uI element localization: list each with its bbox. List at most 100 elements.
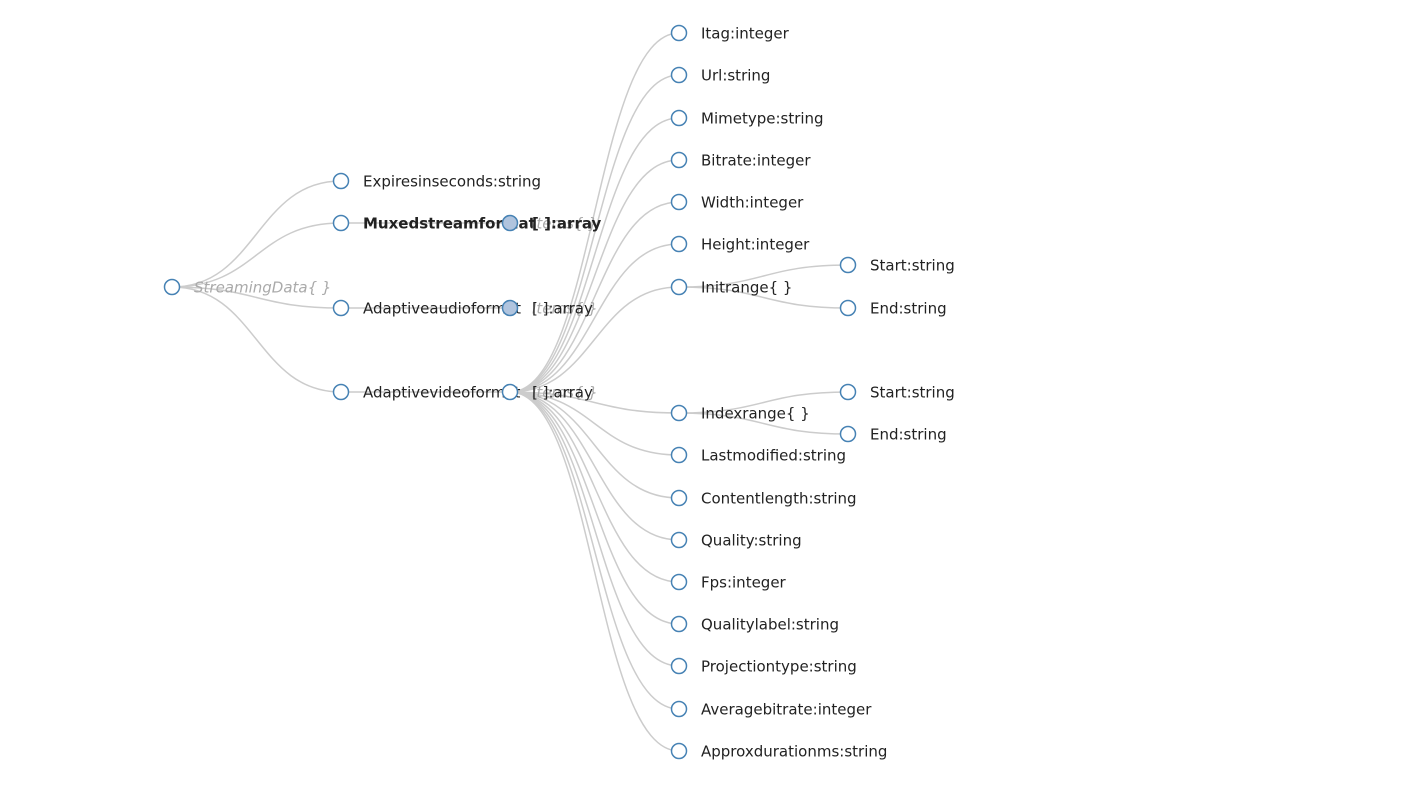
node-label: Width:integer (701, 193, 804, 211)
node-circle[interactable] (670, 235, 688, 253)
link-video_items-to-lastmodified (509, 391, 680, 456)
node-circle[interactable] (670, 193, 688, 211)
link-video_items-to-quality (509, 391, 680, 541)
node-circle[interactable] (839, 256, 857, 274)
node-label: Indexrange{ } (701, 404, 810, 422)
tree-node-init_start[interactable]: Start:string (839, 256, 955, 274)
node-label: Quality:string (701, 531, 802, 549)
node-circle[interactable] (670, 446, 688, 464)
node-label: Adaptiveaudioformat (363, 299, 521, 317)
node-circle[interactable] (163, 278, 181, 296)
tree-node-fps[interactable]: Fps:integer (670, 573, 787, 591)
tree-node-lastmodified[interactable]: Lastmodified:string (670, 446, 847, 464)
node-circle[interactable] (332, 299, 350, 317)
node-label: Initrange{ } (701, 278, 792, 296)
tree-node-audio_items[interactable]: Items{ }[ ]:array (501, 299, 598, 317)
tree-node-init_end[interactable]: End:string (839, 299, 947, 317)
tree-node-quality[interactable]: Quality:string (670, 531, 802, 549)
tree-node-muxed_items[interactable]: Items{ }[ ]:array (501, 214, 602, 232)
tree-node-mimetype[interactable]: Mimetype:string (670, 109, 824, 127)
node-label: Averagebitrate:integer (701, 700, 872, 718)
node-circle[interactable] (670, 615, 688, 633)
node-label: [ ]:array (532, 383, 593, 401)
node-circle[interactable] (670, 573, 688, 591)
tree-node-qualitylabel[interactable]: Qualitylabel:string (670, 615, 840, 633)
node-circle[interactable] (670, 109, 688, 127)
node-circle[interactable] (670, 24, 688, 42)
tree-node-bitrate[interactable]: Bitrate:integer (670, 151, 812, 169)
link-initrange-to-init_start (678, 264, 849, 288)
node-label: End:string (870, 425, 947, 443)
node-label: Start:string (870, 256, 955, 274)
tree-node-index_end[interactable]: End:string (839, 425, 947, 443)
node-ghost-label: Items{ } (532, 383, 598, 401)
node-circle[interactable] (670, 531, 688, 549)
node-circle[interactable] (332, 172, 350, 190)
node-circle[interactable] (501, 214, 519, 232)
link-video_items-to-initrange (509, 286, 680, 393)
link-root-to-muxed (171, 222, 342, 288)
tree-node-audio[interactable]: Adaptiveaudioformat (332, 299, 522, 317)
node-label: Bitrate:integer (701, 151, 811, 169)
link-indexrange-to-index_start (678, 391, 849, 414)
node-circle[interactable] (670, 700, 688, 718)
node-label: Lastmodified:string (701, 446, 846, 464)
node-circle[interactable] (670, 742, 688, 760)
node-label: Expiresinseconds:string (363, 172, 541, 190)
tree-node-video_items[interactable]: Items{ }[ ]:array (501, 383, 598, 401)
node-circle[interactable] (670, 489, 688, 507)
link-root-to-audio (171, 286, 342, 309)
tree-node-muxed[interactable]: Muxedstreamformat (332, 214, 536, 232)
node-label: [ ]:array (532, 299, 593, 317)
tree-node-projectiontype[interactable]: Projectiontype:string (670, 657, 857, 675)
tree-nodes: StreamingData{ } Expiresinseconds:string M… (163, 24, 955, 760)
tree-node-root[interactable]: StreamingData{ } (163, 278, 332, 296)
node-circle[interactable] (670, 278, 688, 296)
link-video_items-to-averagebitrate (509, 391, 680, 710)
node-circle[interactable] (670, 66, 688, 84)
node-ghost-label: Items{ } (532, 299, 598, 317)
node-label: Projectiontype:string (701, 657, 857, 675)
link-video_items-to-width (509, 201, 680, 393)
tree-node-url[interactable]: Url:string (670, 66, 771, 84)
tree-node-itag[interactable]: Itag:integer (670, 24, 790, 42)
link-video_items-to-url (509, 74, 680, 393)
tree-node-approxdurationms[interactable]: Approxdurationms:string (670, 742, 888, 760)
tree-node-index_start[interactable]: Start:string (839, 383, 955, 401)
tree-node-width[interactable]: Width:integer (670, 193, 805, 211)
node-circle[interactable] (501, 383, 519, 401)
node-label: [ ]:array (532, 214, 602, 232)
node-circle[interactable] (332, 383, 350, 401)
tree-node-indexrange[interactable]: Indexrange{ } (670, 404, 810, 422)
node-circle[interactable] (839, 425, 857, 443)
node-circle[interactable] (670, 151, 688, 169)
node-circle[interactable] (501, 299, 519, 317)
link-video_items-to-contentlength (509, 391, 680, 499)
tree-node-contentlength[interactable]: Contentlength:string (670, 489, 857, 507)
link-video_items-to-qualitylabel (509, 391, 680, 625)
node-circle[interactable] (839, 383, 857, 401)
link-video_items-to-indexrange (509, 391, 680, 414)
node-circle[interactable] (670, 404, 688, 422)
node-label: Approxdurationms:string (701, 742, 887, 760)
node-label: Itag:integer (701, 24, 790, 42)
node-label: Mimetype:string (701, 109, 824, 127)
node-label: StreamingData{ } (194, 278, 331, 296)
link-video_items-to-height (509, 243, 680, 393)
tree-node-initrange[interactable]: Initrange{ } (670, 278, 793, 296)
node-circle[interactable] (670, 657, 688, 675)
link-video_items-to-fps (509, 391, 680, 583)
node-label: Qualitylabel:string (701, 615, 839, 633)
tree-node-height[interactable]: Height:integer (670, 235, 811, 253)
node-circle[interactable] (332, 214, 350, 232)
tree-node-expires[interactable]: Expiresinseconds:string (332, 172, 542, 190)
link-initrange-to-init_end (678, 286, 849, 309)
node-label: Start:string (870, 383, 955, 401)
link-video_items-to-projectiontype (509, 391, 680, 667)
tree-links (171, 32, 849, 752)
tree-node-video[interactable]: Adaptivevideoformat (332, 383, 521, 401)
node-label: Adaptivevideoformat (363, 383, 521, 401)
node-circle[interactable] (839, 299, 857, 317)
tree-node-averagebitrate[interactable]: Averagebitrate:integer (670, 700, 873, 718)
